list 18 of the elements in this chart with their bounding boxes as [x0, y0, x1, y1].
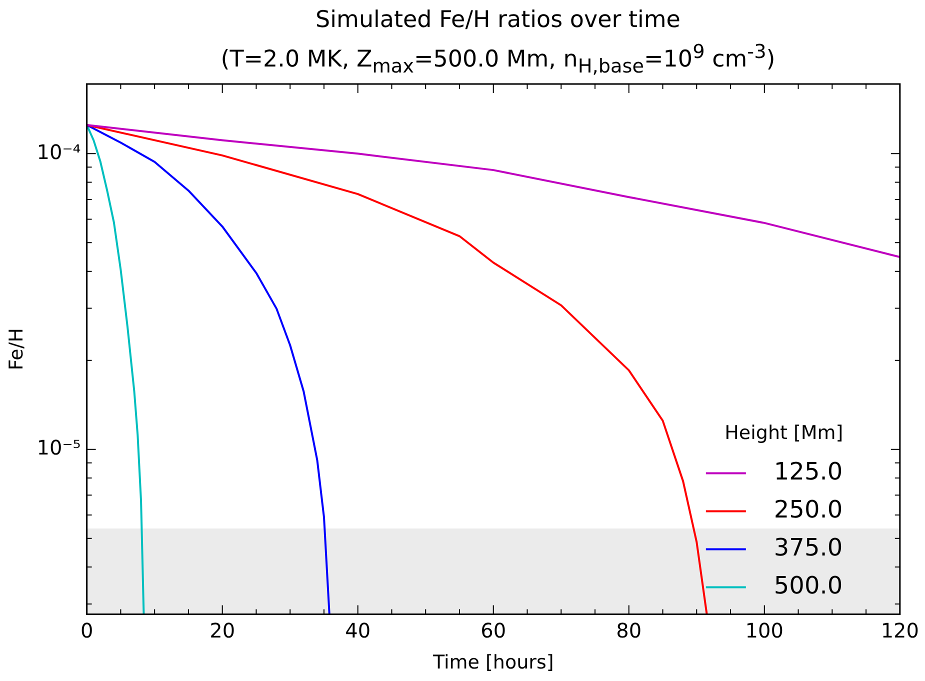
y-axis-title: Fe/H	[5, 328, 28, 370]
legend-label: 250.0	[774, 495, 843, 524]
x-tick-label: 40	[345, 618, 371, 642]
legend-title: Height [Mm]	[724, 422, 844, 444]
x-tick-label: 100	[745, 618, 784, 642]
y-tick-label: 10⁻⁵	[36, 436, 81, 460]
y-tick-label: 10⁻⁴	[36, 140, 81, 164]
legend-label: 375.0	[774, 533, 843, 562]
legend-label: 500.0	[774, 571, 843, 600]
x-tick-label: 60	[480, 618, 506, 642]
legend-label: 125.0	[774, 457, 843, 486]
x-tick-label: 80	[616, 618, 642, 642]
x-axis-title: Time [hours]	[432, 652, 554, 674]
x-tick-label: 20	[210, 618, 236, 642]
text: (T=2.0 MK, Z$_{max}$=500.0 Mm, n$_{H,base}$=10$^{9}$ cm$^{-3}$)	[220, 40, 776, 78]
chart-title: Simulated Fe/H ratios over time	[314, 6, 682, 35]
x-tick-label: 0	[80, 618, 94, 642]
x-tick-label: 120	[880, 618, 920, 642]
